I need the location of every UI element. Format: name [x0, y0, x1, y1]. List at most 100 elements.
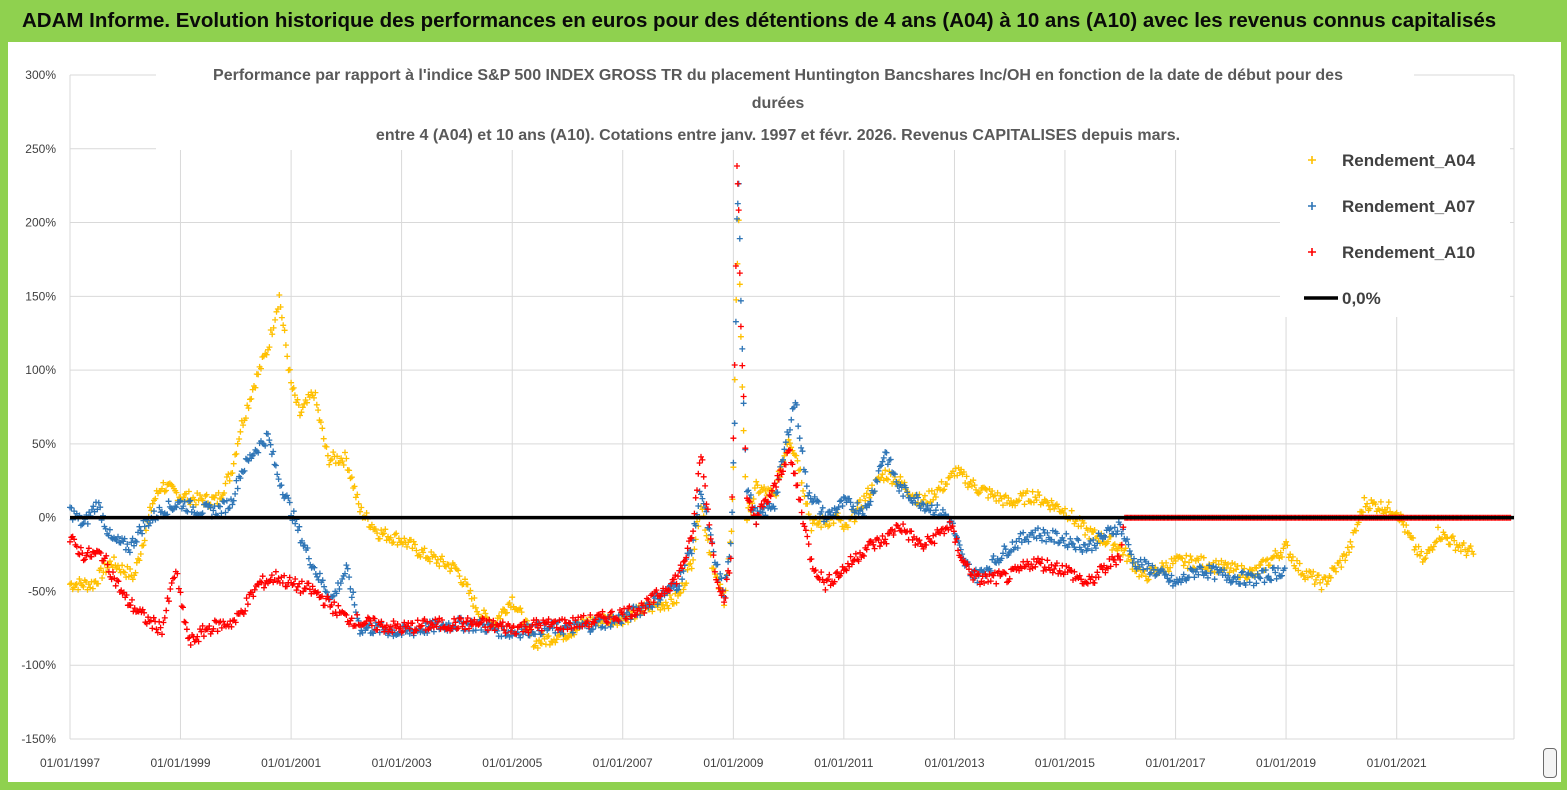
data-point-rendement_a10	[182, 619, 189, 626]
data-point-rendement_a04	[136, 557, 143, 564]
data-point-rendement_a07	[1215, 569, 1222, 576]
data-point-rendement_a07	[286, 499, 293, 506]
data-point-rendement_a10	[774, 472, 781, 479]
data-point-rendement_a04	[272, 316, 279, 323]
data-point-rendement_a07	[68, 504, 75, 511]
data-point-rendement_a10	[110, 569, 116, 576]
title-background	[156, 62, 1414, 150]
data-point-rendement_a04	[750, 496, 757, 502]
data-point-rendement_a07	[133, 538, 140, 545]
x-tick-label: 01/01/2007	[593, 756, 653, 770]
data-point-rendement_a07	[602, 625, 609, 631]
data-point-rendement_a10	[272, 568, 279, 575]
data-point-rendement_a10	[642, 605, 649, 612]
data-point-rendement_a07	[241, 467, 248, 474]
data-point-rendement_a04	[869, 482, 875, 489]
data-point-rendement_a04	[87, 584, 94, 591]
legend-label: 0,0%	[1342, 289, 1381, 308]
data-point-rendement_a07	[126, 549, 133, 556]
data-point-rendement_a07	[1029, 529, 1036, 536]
data-point-rendement_a10	[455, 625, 462, 632]
data-point-rendement_a07	[221, 498, 228, 505]
data-point-rendement_a10	[900, 521, 907, 528]
data-point-rendement_a07	[734, 215, 740, 222]
data-point-rendement_a10	[498, 623, 505, 630]
data-point-rendement_a04	[342, 449, 348, 456]
data-point-rendement_a04	[930, 496, 937, 503]
data-point-rendement_a04	[564, 634, 571, 641]
data-point-rendement_a04	[121, 569, 128, 576]
data-point-rendement_a10	[949, 523, 956, 530]
data-point-rendement_a04	[382, 526, 389, 533]
data-point-rendement_a10	[953, 535, 960, 542]
data-point-rendement_a04	[276, 292, 283, 298]
data-point-rendement_a10	[240, 611, 247, 617]
data-point-rendement_a10	[279, 580, 286, 586]
data-point-rendement_a07	[714, 561, 721, 568]
data-point-rendement_a10	[157, 624, 164, 631]
x-tick-label: 01/01/2017	[1146, 756, 1206, 770]
data-point-rendement_a07	[478, 627, 485, 633]
data-point-rendement_a10	[491, 627, 498, 634]
data-point-rendement_a10	[1113, 561, 1120, 568]
data-point-rendement_a07	[1043, 538, 1050, 545]
data-point-rendement_a07	[121, 535, 128, 542]
scroll-handle[interactable]	[1543, 748, 1557, 778]
data-point-rendement_a04	[739, 384, 746, 390]
data-point-rendement_a07	[270, 448, 277, 455]
data-point-rendement_a10	[218, 624, 225, 631]
data-point-rendement_a07	[911, 495, 917, 502]
data-point-rendement_a10	[690, 528, 697, 535]
data-point-rendement_a10	[730, 435, 737, 442]
data-point-rendement_a04	[1048, 497, 1055, 504]
data-point-rendement_a10	[251, 586, 258, 593]
data-point-rendement_a07	[874, 478, 881, 485]
data-point-rendement_a10	[993, 580, 1000, 587]
data-point-rendement_a10	[740, 393, 747, 400]
data-point-rendement_a10	[478, 619, 485, 626]
data-point-rendement_a04	[1433, 538, 1440, 545]
data-point-rendement_a10	[599, 608, 606, 615]
data-point-rendement_a10	[399, 628, 406, 634]
data-point-rendement_a07	[1144, 565, 1151, 572]
data-point-rendement_a04	[1026, 498, 1033, 505]
data-point-rendement_a04	[269, 331, 276, 338]
data-point-rendement_a07	[819, 504, 826, 511]
data-point-rendement_a04	[73, 581, 80, 587]
data-point-rendement_a04	[343, 455, 350, 462]
data-point-rendement_a04	[258, 365, 264, 372]
data-point-rendement_a07	[343, 562, 350, 569]
data-point-rendement_a10	[666, 587, 673, 594]
data-point-rendement_a04	[1323, 581, 1330, 588]
data-point-rendement_a04	[223, 474, 230, 480]
data-point-rendement_a10	[782, 461, 789, 468]
data-point-rendement_a07	[1002, 546, 1009, 553]
data-point-rendement_a10	[1066, 564, 1072, 571]
data-point-rendement_a07	[151, 508, 157, 515]
data-point-rendement_a10	[726, 570, 733, 576]
data-point-rendement_a07	[199, 510, 206, 517]
data-point-rendement_a07	[699, 495, 706, 502]
data-point-rendement_a10	[722, 595, 729, 601]
data-point-rendement_a04	[755, 490, 762, 497]
data-point-rendement_a04	[354, 491, 361, 498]
data-point-rendement_a07	[1072, 546, 1079, 553]
data-point-rendement_a04	[229, 470, 236, 476]
data-point-rendement_a10	[389, 629, 396, 636]
data-point-rendement_a07	[607, 623, 614, 630]
data-point-rendement_a07	[654, 601, 661, 608]
data-point-rendement_a10	[437, 625, 444, 632]
data-point-rendement_a07	[915, 494, 921, 501]
data-point-rendement_a10	[343, 612, 350, 618]
data-point-rendement_a04	[963, 473, 970, 480]
data-point-rendement_a10	[394, 621, 401, 627]
legend-background	[1280, 137, 1510, 317]
data-point-rendement_a04	[1264, 556, 1271, 563]
data-point-rendement_a10	[533, 616, 540, 623]
data-point-rendement_a07	[847, 499, 854, 506]
data-point-rendement_a10	[847, 553, 854, 560]
data-point-rendement_a07	[1204, 574, 1211, 581]
x-tick-label: 01/01/2005	[482, 756, 542, 770]
data-point-rendement_a10	[957, 554, 964, 561]
data-point-rendement_a04	[1051, 505, 1058, 512]
